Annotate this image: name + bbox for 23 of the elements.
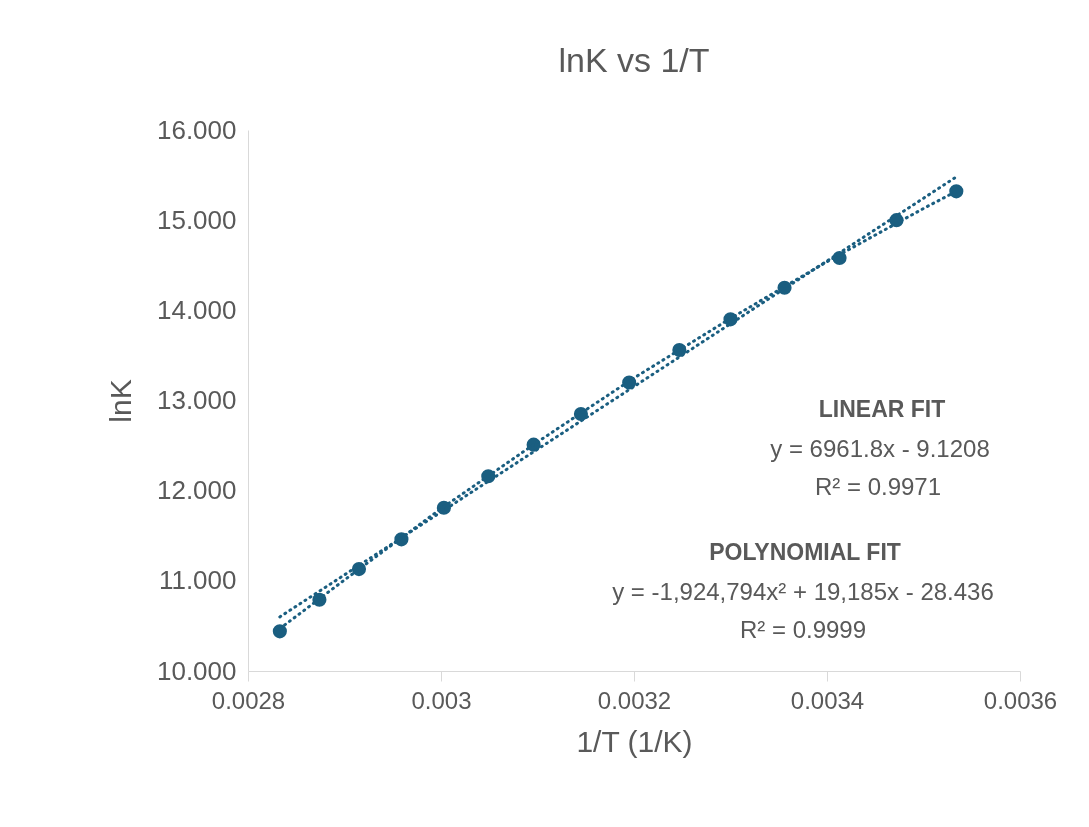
y-tick-label: 13.000 (156, 385, 237, 415)
y-tick-label: 15.000 (156, 204, 237, 235)
annotation: y = 6961.8x - 9.1208 (770, 435, 990, 462)
x-axis-title: 1/T (1/K) (576, 724, 693, 758)
y-tick-label: 10.000 (156, 655, 237, 686)
x-tick-label: 0.0034 (790, 686, 865, 714)
annotation: y = -1,924,794x² + 19,185x - 28.436 (612, 578, 994, 605)
y-axis-title: lnK (103, 379, 137, 423)
x-tick-label: 0.0036 (983, 686, 1058, 714)
y-tick-label: 11.000 (158, 565, 237, 596)
chart-title: lnK vs 1/T (558, 41, 710, 79)
y-tick-label: 16.000 (156, 114, 237, 145)
x-tick-label: 0.003 (411, 686, 472, 714)
x-tick-label: 0.0032 (597, 686, 672, 714)
annotation: LINEAR FIT (818, 396, 946, 422)
point (949, 184, 964, 199)
y-tick-label: 12.000 (156, 475, 237, 506)
annotation: R² = 0.9971 (814, 473, 942, 500)
point (272, 624, 287, 639)
annotation: R² = 0.9999 (739, 616, 867, 643)
y-tick-label: 14.000 (156, 294, 237, 325)
x-tick-label: 0.0028 (211, 686, 286, 714)
annotation: POLYNOMIAL FIT (709, 539, 901, 565)
